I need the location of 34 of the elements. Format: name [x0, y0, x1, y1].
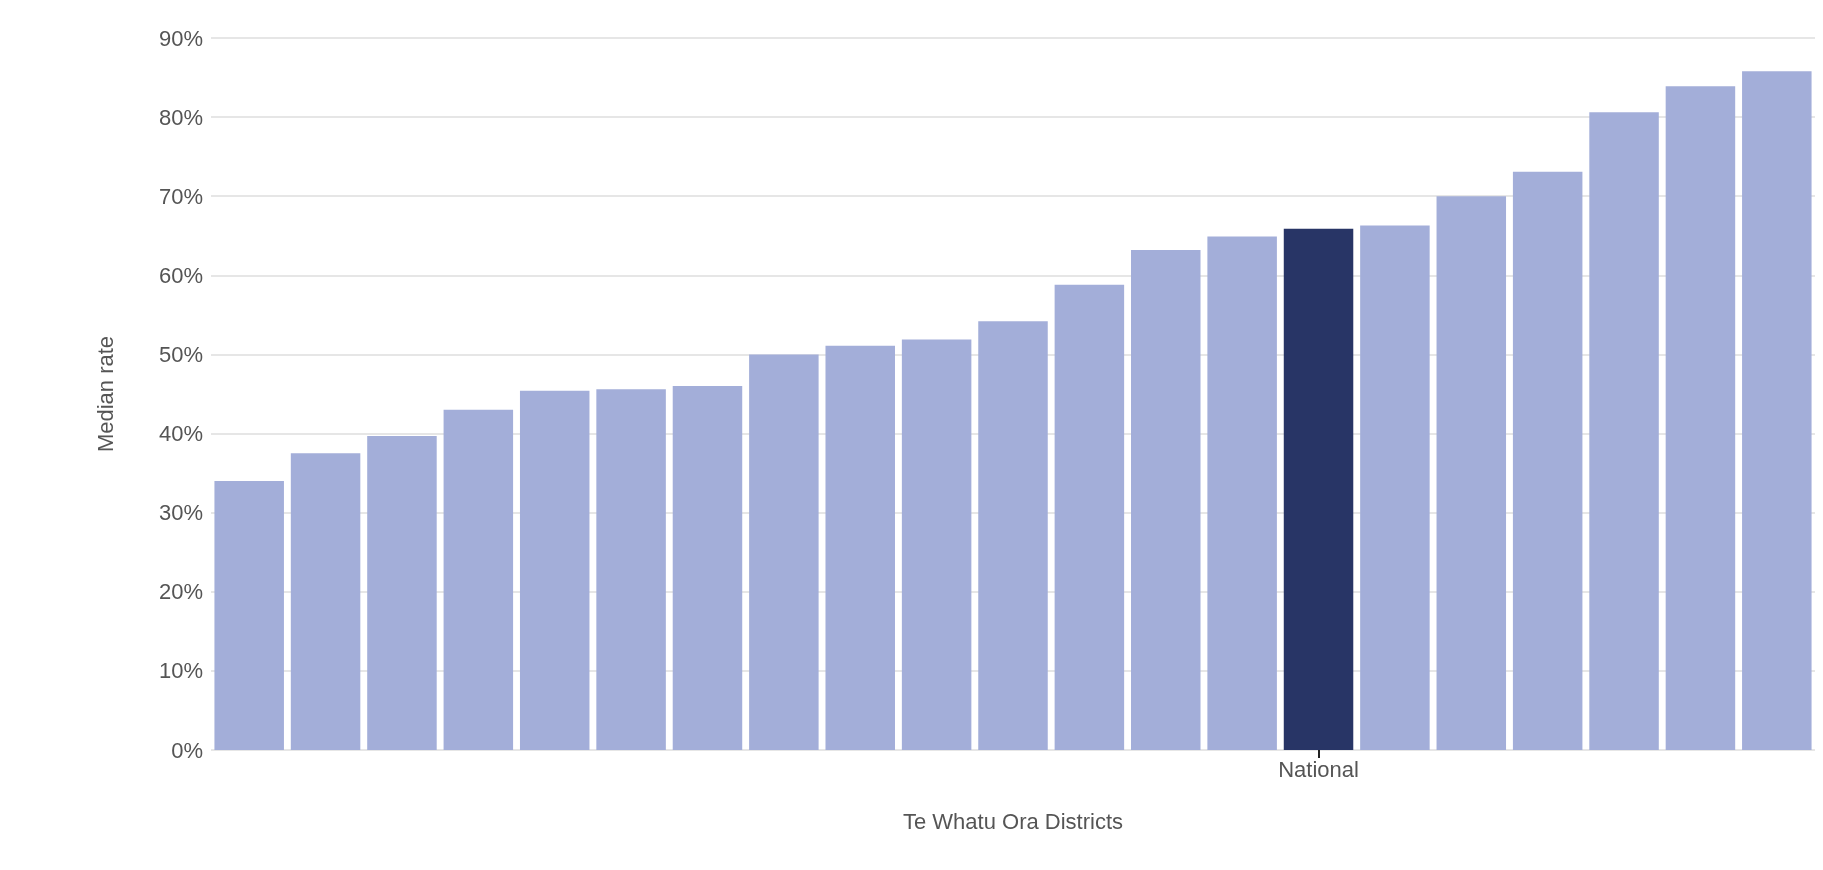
bar [1589, 112, 1659, 750]
y-tick-label: 10% [158, 658, 203, 684]
y-tick-label: 80% [158, 104, 203, 130]
bar [672, 386, 743, 750]
bar [443, 409, 514, 750]
bar [1054, 284, 1125, 750]
y-axis-title: Median rate [92, 335, 118, 453]
bar [901, 339, 972, 750]
bar [1283, 228, 1354, 750]
y-tick-label: 30% [158, 500, 203, 526]
bar [596, 389, 666, 750]
y-tick-label: 40% [158, 421, 203, 447]
y-tick-label: 70% [158, 183, 203, 209]
bar [214, 481, 284, 750]
y-tick-label: 20% [158, 579, 203, 605]
x-tick-label: National [1278, 756, 1359, 782]
bar [367, 435, 437, 750]
bar [1742, 71, 1812, 750]
y-tick-label: 50% [158, 341, 203, 367]
y-tick-label: 90% [158, 25, 203, 51]
bar [1360, 225, 1430, 750]
bar [290, 453, 361, 750]
bar [1436, 196, 1507, 750]
y-tick-label: 0% [171, 737, 203, 763]
bar [825, 345, 895, 750]
bar [519, 390, 590, 750]
bar [1512, 171, 1583, 750]
y-tick-label: 60% [158, 262, 203, 288]
x-axis-title: Te Whatu Ora Districts [902, 808, 1124, 834]
bar [1131, 250, 1201, 750]
bar [1207, 236, 1277, 750]
bar [978, 321, 1048, 750]
bar [749, 354, 819, 750]
bar [1665, 86, 1736, 750]
